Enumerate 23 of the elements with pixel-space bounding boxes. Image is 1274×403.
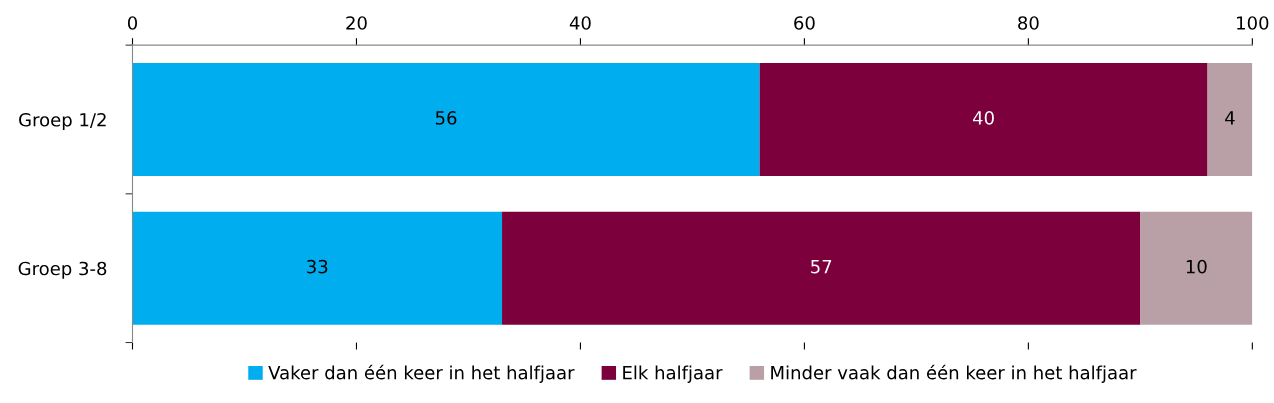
bar xyxy=(132,62,760,176)
x-tick-label: 40 xyxy=(569,16,591,30)
x-tick-label: 80 xyxy=(1018,16,1039,30)
legend-label: Vaker dan één keer in het halfjaar xyxy=(268,364,575,383)
legend-label: Minder vaak dan één keer in het halfjaar xyxy=(771,364,1137,383)
data-label: 4 xyxy=(1225,111,1235,125)
x-tick-label: 100 xyxy=(1237,16,1269,30)
bar xyxy=(1140,211,1253,325)
data-label: 56 xyxy=(435,111,457,125)
x-tick-label: 60 xyxy=(794,16,815,30)
bar xyxy=(502,211,1141,325)
y-tick-label: Groep 3-8 xyxy=(18,261,107,279)
data-label: 40 xyxy=(972,111,994,125)
bar xyxy=(1207,62,1253,176)
data-label: 10 xyxy=(1186,259,1207,274)
data-label: 33 xyxy=(307,259,328,274)
x-tick-label: 0 xyxy=(127,16,138,30)
x-tick-label: 20 xyxy=(346,16,367,30)
bar xyxy=(759,62,1208,176)
legend-label: Elk halfjaar xyxy=(623,365,723,383)
y-tick-label: Groep 1/2 xyxy=(19,112,106,131)
bar xyxy=(132,211,503,325)
data-label: 57 xyxy=(811,260,832,274)
